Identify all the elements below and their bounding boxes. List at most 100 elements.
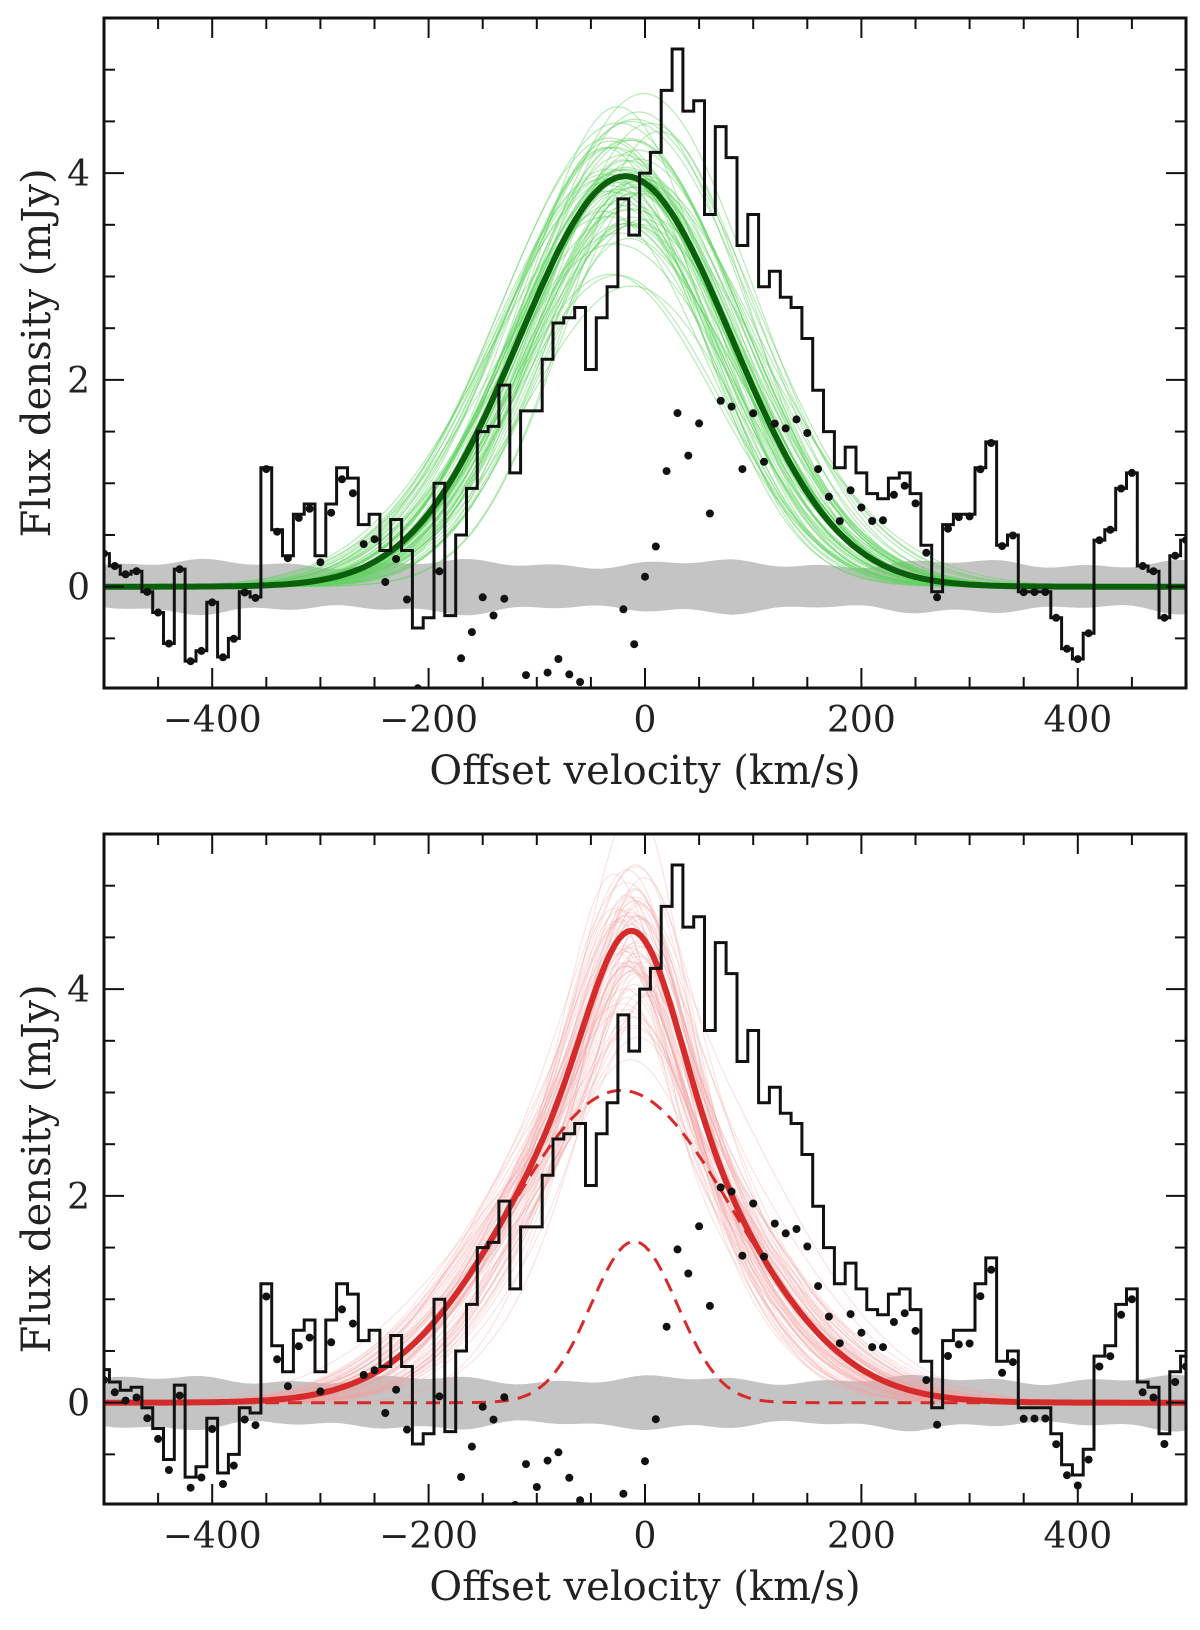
bottom-residual-point — [132, 1393, 141, 1402]
top-residual-point — [110, 562, 119, 570]
top-residual-point — [554, 655, 563, 663]
top-y-axis-label: Flux density (mJy) — [14, 168, 60, 537]
bottom-residual-point — [705, 1301, 714, 1310]
bottom-residual-point — [998, 1368, 1007, 1377]
top-residual-point — [338, 475, 346, 484]
top-residual-point — [976, 465, 985, 474]
top-residual-point — [403, 595, 411, 604]
top-panel: −400 −200 0 200 400 0 2 4 Offset velocity (km/s)… — [14, 16, 1200, 794]
bottom-residual-point — [1138, 1388, 1147, 1397]
top-x-tick-label: −200 — [379, 700, 478, 741]
top-residual-point — [1008, 531, 1017, 540]
top-sample-curve — [104, 216, 1186, 588]
bottom-residual-point — [1127, 1295, 1136, 1304]
top-residual-point — [489, 611, 498, 620]
top-residual-point — [1127, 468, 1136, 477]
bottom-residual-point — [1030, 1414, 1039, 1423]
bottom-x-tick-label: −200 — [379, 1516, 478, 1557]
bottom-sample-curve — [104, 994, 1186, 1404]
top-sample-curve — [104, 137, 1186, 588]
top-residual-point — [598, 714, 606, 722]
top-residual-point — [760, 457, 768, 466]
bottom-sample-curve — [104, 919, 1186, 1404]
bottom-residual-point — [987, 1265, 996, 1274]
bottom-sample-curve — [104, 1058, 1186, 1404]
bottom-residual-point — [457, 1473, 466, 1481]
bottom-residual-point — [359, 1370, 368, 1379]
bottom-y-tick-label: 4 — [67, 970, 90, 1011]
bottom-sample-curve — [104, 947, 1186, 1404]
bottom-residual-point — [565, 1473, 574, 1482]
bottom-sample-curve — [104, 970, 1186, 1404]
top-residual-point — [576, 678, 585, 686]
bottom-residual-point — [684, 1269, 693, 1278]
top-y-tick-label: 4 — [67, 154, 90, 195]
top-sample-curve — [104, 175, 1186, 588]
bottom-residual-point — [976, 1292, 985, 1301]
top-residual-point — [316, 558, 325, 567]
bottom-residual-point — [229, 1461, 238, 1470]
top-residual-point — [175, 565, 184, 574]
top-sample-curve — [104, 147, 1186, 588]
top-sample-curve — [104, 210, 1186, 588]
bottom-sample-curve — [104, 972, 1186, 1404]
bottom-residual-point — [1008, 1358, 1017, 1367]
top-sample-curve — [104, 190, 1186, 588]
bottom-residual-point — [1041, 1414, 1050, 1423]
bottom-residual-point — [727, 1187, 736, 1196]
bottom-residual-point — [338, 1305, 346, 1314]
top-residual-point — [219, 653, 227, 662]
bottom-y-axis-label: Flux density (mJy) — [14, 984, 60, 1353]
bottom-sample-curve — [104, 887, 1186, 1404]
top-sample-curve — [104, 173, 1186, 588]
top-residual-point — [164, 639, 173, 648]
bottom-residual-point — [868, 1343, 877, 1352]
bottom-residual-point — [164, 1466, 173, 1474]
top-residual-point — [1149, 567, 1158, 576]
bottom-residual-point — [846, 1310, 855, 1319]
bottom-sample-curve — [104, 962, 1186, 1404]
top-x-tick-label: 200 — [827, 700, 896, 741]
bottom-residual-point — [143, 1414, 152, 1423]
bottom-sample-curve — [104, 918, 1186, 1404]
top-residual-point — [749, 409, 758, 418]
top-residual-point — [197, 646, 206, 655]
top-residual-point — [522, 671, 530, 680]
top-sample-curve — [104, 149, 1186, 588]
top-sample-curve — [104, 137, 1186, 588]
top-sample-curve — [104, 177, 1186, 588]
bottom-sample-curve — [104, 873, 1186, 1404]
bottom-residual-point — [435, 1392, 444, 1401]
bottom-sample-curve — [104, 1016, 1186, 1404]
top-residual-point — [1193, 541, 1200, 549]
top-residual-point — [695, 419, 704, 428]
top-residual-point — [392, 555, 401, 563]
bottom-sample-curve — [104, 900, 1186, 1404]
bottom-residual-point — [273, 1355, 282, 1364]
top-residual-point — [1106, 525, 1115, 534]
top-sample-curve — [104, 221, 1186, 588]
top-sample-curve — [104, 223, 1186, 588]
top-sample-curve — [104, 190, 1186, 588]
top-sample-curve — [104, 175, 1186, 588]
top-sample-curve — [104, 173, 1186, 588]
top-residual-point — [846, 486, 855, 495]
bottom-sample-curve — [104, 939, 1186, 1404]
bottom-residual-point — [954, 1340, 963, 1349]
top-residual-point — [154, 608, 163, 617]
bottom-sample-curve — [104, 918, 1186, 1404]
top-residual-point — [868, 517, 877, 525]
top-sample-curve — [104, 209, 1186, 588]
top-residual-point — [283, 554, 292, 563]
top-residual-point — [814, 465, 823, 474]
top-sample-curve — [104, 184, 1186, 588]
top-sample-curve — [104, 166, 1186, 588]
top-residual-point — [1019, 588, 1028, 597]
top-residual-point — [305, 504, 314, 513]
top-sample-curve — [104, 215, 1186, 588]
bottom-residual-point — [467, 1442, 476, 1451]
bottom-sample-curve — [104, 930, 1186, 1404]
top-x-axis-label: Offset velocity (km/s) — [429, 748, 860, 794]
bottom-residual-point — [240, 1415, 249, 1424]
bottom-residual-point — [522, 1460, 530, 1469]
